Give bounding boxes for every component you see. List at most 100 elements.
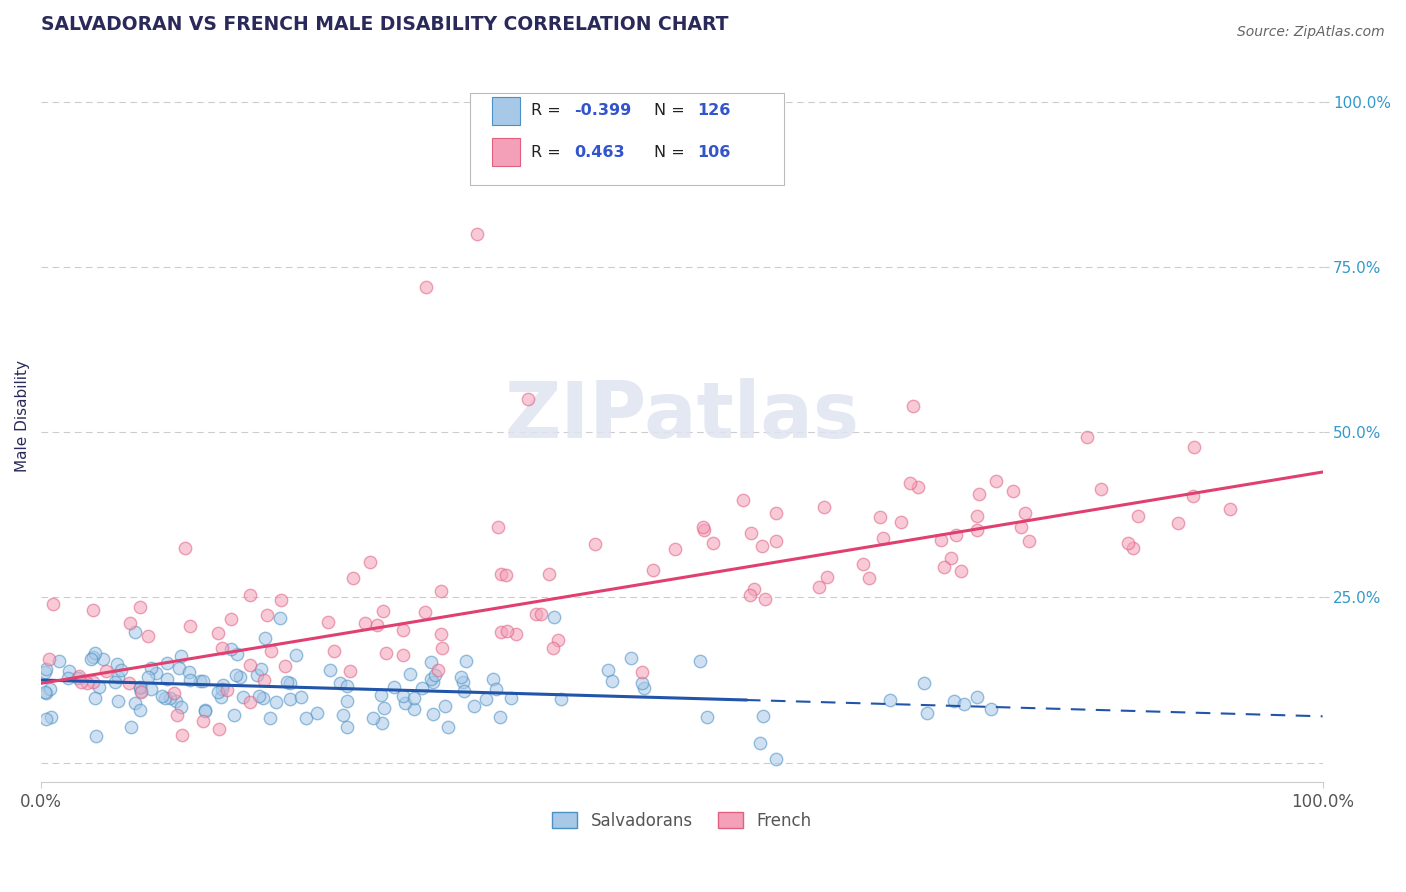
- Point: [273, 659, 295, 673]
- Point: [547, 633, 569, 648]
- Point: [966, 509, 988, 524]
- Point: [136, 670, 159, 684]
- Point: [641, 563, 664, 577]
- Point: [501, 691, 523, 706]
- Point: [232, 690, 254, 704]
- Point: [209, 690, 232, 705]
- Point: [129, 702, 152, 716]
- Point: [373, 700, 395, 714]
- Point: [633, 681, 655, 696]
- Point: [239, 695, 262, 709]
- Point: [430, 627, 453, 641]
- Point: [1181, 489, 1204, 503]
- Text: 126: 126: [697, 103, 731, 119]
- Point: [319, 663, 342, 677]
- Point: [398, 667, 420, 681]
- Point: [489, 625, 512, 640]
- Point: [744, 582, 766, 596]
- Point: [76, 676, 98, 690]
- Point: [394, 696, 416, 710]
- Text: R =: R =: [530, 145, 571, 160]
- Y-axis label: Male Disability: Male Disability: [15, 359, 30, 472]
- Point: [354, 615, 377, 630]
- Point: [813, 500, 835, 514]
- Point: [118, 615, 141, 630]
- Point: [450, 670, 472, 684]
- Point: [430, 641, 453, 656]
- Point: [1219, 501, 1241, 516]
- Point: [58, 672, 80, 686]
- Point: [422, 674, 444, 689]
- Point: [34, 665, 56, 679]
- Point: [131, 685, 153, 699]
- Point: [82, 650, 104, 665]
- Point: [41, 710, 63, 724]
- Point: [915, 706, 938, 720]
- Point: [423, 668, 446, 682]
- Point: [537, 566, 560, 581]
- Point: [495, 568, 517, 582]
- Point: [402, 691, 425, 706]
- Point: [517, 392, 540, 407]
- Point: [952, 697, 974, 711]
- Point: [600, 673, 623, 688]
- Point: [879, 693, 901, 707]
- Point: [156, 656, 179, 670]
- Text: SALVADORAN VS FRENCH MALE DISABILITY CORRELATION CHART: SALVADORAN VS FRENCH MALE DISABILITY COR…: [41, 15, 728, 34]
- Point: [872, 531, 894, 545]
- Point: [945, 528, 967, 542]
- Point: [239, 658, 262, 673]
- Point: [82, 674, 104, 689]
- Point: [39, 681, 62, 696]
- Point: [485, 681, 508, 696]
- Point: [495, 624, 517, 638]
- Point: [307, 706, 329, 720]
- Point: [543, 610, 565, 624]
- Text: 0.463: 0.463: [574, 145, 624, 160]
- Point: [170, 649, 193, 664]
- Point: [229, 670, 252, 684]
- Point: [453, 684, 475, 698]
- Point: [980, 702, 1002, 716]
- Point: [323, 644, 346, 658]
- Point: [463, 699, 485, 714]
- Point: [411, 681, 433, 696]
- Point: [84, 729, 107, 743]
- Point: [276, 675, 298, 690]
- Point: [583, 536, 606, 550]
- Point: [391, 689, 413, 703]
- Point: [949, 565, 972, 579]
- Point: [38, 651, 60, 665]
- Point: [437, 720, 460, 734]
- Point: [120, 721, 142, 735]
- Point: [188, 674, 211, 689]
- Point: [941, 551, 963, 566]
- Point: [754, 592, 776, 607]
- Point: [765, 752, 787, 766]
- Point: [139, 681, 162, 696]
- Point: [250, 661, 273, 675]
- Point: [475, 691, 498, 706]
- Point: [104, 674, 127, 689]
- Point: [105, 657, 128, 672]
- Point: [239, 588, 262, 602]
- Point: [179, 665, 201, 679]
- Point: [373, 604, 395, 618]
- Point: [253, 631, 276, 645]
- Point: [41, 597, 63, 611]
- Text: 106: 106: [697, 145, 731, 160]
- Point: [1018, 534, 1040, 549]
- Point: [391, 648, 413, 662]
- Point: [260, 644, 283, 658]
- Point: [83, 690, 105, 705]
- Point: [465, 227, 488, 242]
- Point: [253, 673, 276, 687]
- Point: [430, 583, 453, 598]
- Point: [67, 668, 90, 682]
- Point: [451, 674, 474, 689]
- Point: [765, 533, 787, 548]
- Point: [194, 704, 217, 718]
- Point: [339, 665, 361, 679]
- Point: [225, 667, 247, 681]
- Point: [524, 607, 547, 621]
